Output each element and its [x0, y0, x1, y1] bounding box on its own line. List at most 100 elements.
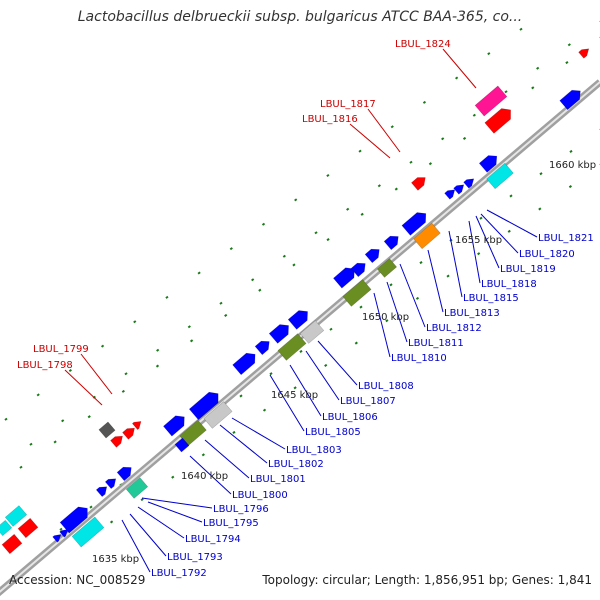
- gene-blue: [463, 178, 475, 189]
- guide-dot: [428, 162, 433, 166]
- gene-cyan: [486, 162, 514, 190]
- guide-dot: [377, 184, 381, 188]
- gene-blue: [444, 189, 456, 200]
- gene-blue-shape: [287, 310, 308, 330]
- gene-blue-shape: [52, 534, 62, 543]
- guide-dot: [354, 341, 358, 345]
- gene-label: LBUL_1801: [250, 474, 306, 485]
- gene-red: [484, 108, 511, 134]
- gene-blue: [478, 155, 498, 173]
- guide-dot: [487, 52, 491, 56]
- gene-blue-shape: [254, 340, 270, 356]
- gene-red: [1, 533, 23, 555]
- gene-blue: [59, 529, 69, 538]
- guide-dot: [446, 274, 450, 278]
- guide-dot: [509, 194, 513, 198]
- leader-line: [141, 497, 213, 509]
- gene-blue-shape: [116, 466, 132, 482]
- guide-dot: [385, 319, 389, 323]
- gene-label: LBUL_1802: [268, 459, 324, 470]
- gene-label: LBUL_1815: [463, 293, 519, 304]
- guide-dot: [229, 247, 233, 251]
- guide-dot: [441, 137, 445, 141]
- guide-dot: [261, 222, 266, 226]
- leader-line: [399, 263, 426, 328]
- gene-darkgrey-shape: [98, 421, 116, 439]
- gene-pink: [474, 85, 508, 117]
- gene-label: LBUL_1795: [203, 518, 259, 529]
- gene-teal: [125, 477, 149, 499]
- gene-grey-shape: [203, 401, 233, 429]
- gene-label: LBUL_1819: [500, 264, 556, 275]
- leader-line: [373, 292, 391, 358]
- guide-dot: [531, 86, 535, 90]
- gene-blue-shape: [401, 212, 427, 236]
- gene-blue-shape: [95, 486, 108, 498]
- guide-dot: [504, 90, 508, 94]
- gene-blue: [188, 391, 219, 421]
- gene-blue: [95, 486, 108, 498]
- gene-blue: [268, 324, 289, 344]
- leader-line: [475, 215, 500, 269]
- gene-blue: [52, 534, 62, 543]
- guide-dot: [251, 278, 255, 282]
- gene-label: LBUL_1806: [322, 412, 378, 423]
- gene-olive-shape: [376, 258, 398, 278]
- gene-blue-shape: [59, 506, 88, 534]
- guide-dot: [239, 394, 243, 398]
- guide-dot: [187, 325, 191, 329]
- guide-dot: [539, 172, 543, 176]
- guide-dot: [262, 408, 267, 412]
- gene-label: LBUL_1799: [33, 344, 89, 355]
- guide-dot: [389, 283, 393, 287]
- gene-red: [122, 427, 135, 440]
- gene-label: LBUL_1817: [320, 99, 376, 110]
- gene-blue-shape: [268, 324, 289, 344]
- guide-dot: [292, 263, 296, 267]
- gene-olive: [342, 279, 372, 307]
- gene-grey: [203, 401, 233, 429]
- scale-label: 1645 kbp: [271, 390, 318, 401]
- gene-label: LBUL_1807: [340, 396, 396, 407]
- guide-dot: [155, 364, 160, 368]
- gene-label: LBUL_1813: [444, 308, 500, 319]
- gene-orange-shape: [413, 222, 441, 250]
- gene-red: [411, 177, 426, 191]
- guide-dot: [569, 149, 573, 154]
- gene-olive-shape: [342, 279, 372, 307]
- gene-teal-shape: [125, 477, 149, 499]
- gene-blue-shape: [364, 248, 380, 264]
- guide-dot: [324, 363, 328, 367]
- gene-blue: [559, 89, 581, 111]
- guide-dot: [109, 520, 114, 524]
- guide-dot: [19, 465, 23, 469]
- guide-dot: [462, 136, 467, 140]
- leader-line: [386, 281, 408, 343]
- guide-dot: [358, 149, 362, 153]
- gene-label: LBUL_1816: [302, 114, 358, 125]
- gene-blue: [104, 478, 117, 490]
- gene-cyan: [71, 516, 105, 548]
- gene-red-shape: [578, 48, 590, 59]
- gene-blue-shape: [350, 262, 366, 278]
- gene-blue-shape: [559, 89, 581, 111]
- guide-dot: [53, 440, 57, 444]
- gene-blue-shape: [453, 184, 465, 195]
- guide-dot: [133, 320, 137, 324]
- leader-line: [80, 353, 113, 395]
- leader-line: [486, 209, 538, 238]
- guide-dot: [299, 349, 303, 354]
- guide-dot: [197, 271, 201, 275]
- guide-dot: [29, 442, 33, 446]
- gene-blue-shape: [383, 235, 399, 251]
- leader-line: [427, 249, 444, 313]
- gene-label: LBUL_1811: [408, 338, 464, 349]
- gene-blue: [287, 310, 308, 330]
- leader-line: [64, 369, 103, 406]
- leader-line: [137, 506, 185, 539]
- gene-label: LBUL_1820: [519, 249, 575, 260]
- guide-dot: [282, 254, 286, 258]
- map-title: Lactobacillus delbrueckii subsp. bulgari…: [77, 9, 523, 25]
- gene-olive: [376, 258, 398, 278]
- guide-dot: [567, 43, 571, 47]
